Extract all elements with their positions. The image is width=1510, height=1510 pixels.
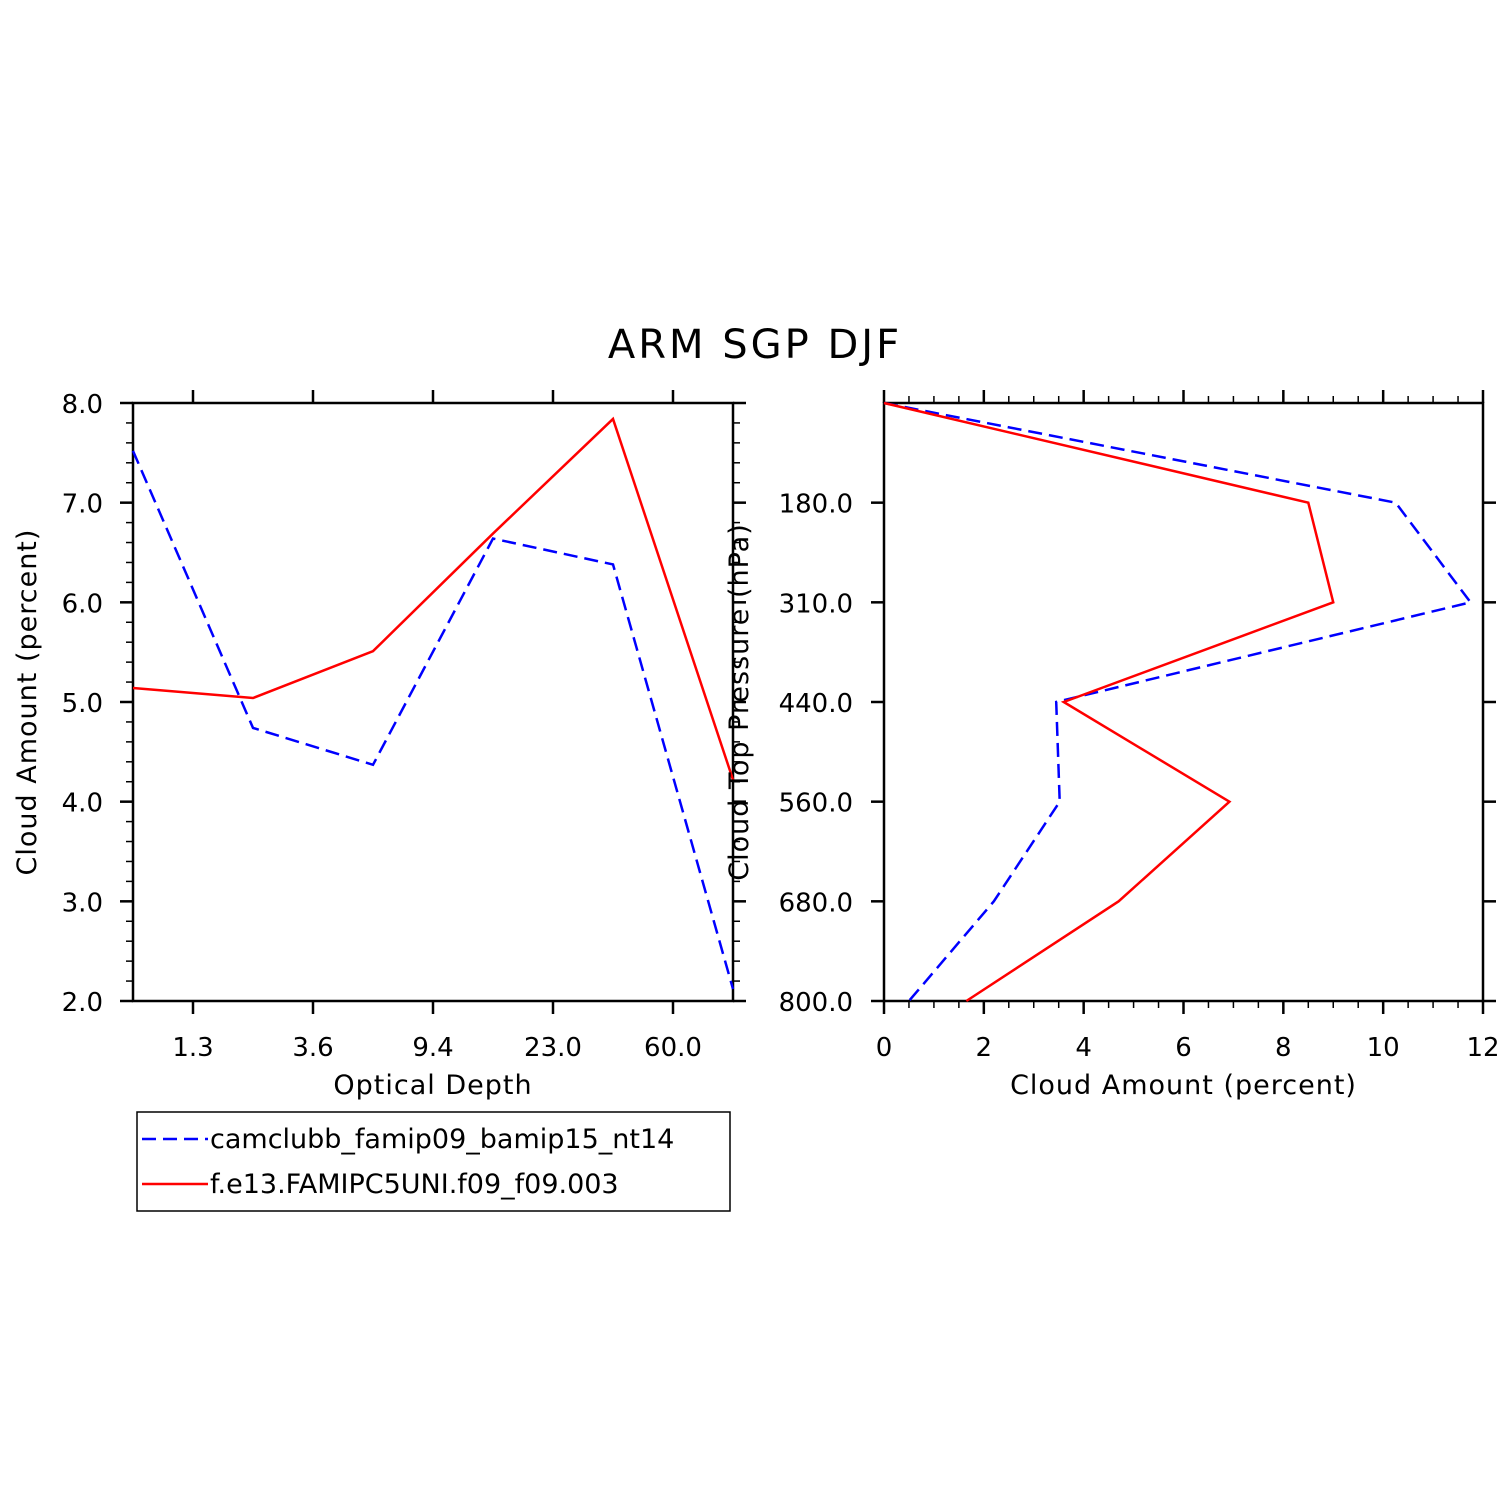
legend: camclubb_famip09_bamip15_nt14 f.e13.FAMI… xyxy=(136,1111,731,1212)
left-x-axis-label: Optical Depth xyxy=(333,1070,532,1101)
left-y-tick-label: 8.0 xyxy=(62,390,103,420)
left-series-line-1 xyxy=(131,450,735,990)
right-y-tick-label: 180.0 xyxy=(779,490,853,520)
right-series-line-1 xyxy=(883,401,1473,1002)
left-x-tick-label: 60.0 xyxy=(644,1033,702,1063)
right-y-tick-label: 560.0 xyxy=(779,789,853,819)
right-plot-frame xyxy=(882,401,1485,1003)
right-x-tick-label: 4 xyxy=(1075,1033,1092,1063)
left-panel: 2.0 3.0 4.0 5.0 6.0 7.0 8.0 1.3 3.6 9.4 23.0 60.0 Op… xyxy=(12,390,746,1101)
right-x-tick-label: 6 xyxy=(1175,1033,1192,1063)
left-x-tick-label: 23.0 xyxy=(524,1033,582,1063)
right-panel: 0 2 4 6 8 10 12 180.0 310.0 440.0 560.0 680.0 800.0 C… xyxy=(724,390,1500,1101)
left-y-tick-label: 3.0 xyxy=(62,888,103,918)
legend-label-series-1: camclubb_famip09_bamip15_nt14 xyxy=(210,1124,674,1155)
left-y-tick-label: 6.0 xyxy=(62,589,103,619)
right-y-tick-label: 800.0 xyxy=(779,988,853,1018)
chart-title: ARM SGP DJF xyxy=(608,322,902,368)
right-y-axis-label: Cloud Top Pressure (hPa) xyxy=(724,523,755,881)
left-plot-frame xyxy=(131,401,735,1003)
right-y-tick-label: 310.0 xyxy=(779,589,853,619)
right-x-tick-label: 8 xyxy=(1275,1033,1292,1063)
left-y-tick-label: 4.0 xyxy=(62,789,103,819)
right-x-tick-label: 0 xyxy=(876,1033,893,1063)
right-x-axis-label: Cloud Amount (percent) xyxy=(1010,1070,1357,1101)
left-x-tick-label: 1.3 xyxy=(172,1033,213,1063)
right-series-line-2 xyxy=(883,401,1335,1003)
right-x-tick-label: 2 xyxy=(976,1033,993,1063)
right-y-tick-label: 680.0 xyxy=(779,888,853,918)
left-y-tick-label: 5.0 xyxy=(62,689,103,719)
left-y-tick-label: 2.0 xyxy=(62,988,103,1018)
legend-label-series-2: f.e13.FAMIPC5UNI.f09_f09.003 xyxy=(210,1169,619,1200)
left-series-line-2 xyxy=(132,416,735,781)
right-y-tick-label: 440.0 xyxy=(779,689,853,719)
left-y-axis-label: Cloud Amount (percent) xyxy=(12,529,43,876)
right-x-tick-label: 12 xyxy=(1466,1033,1499,1063)
right-x-tick-label: 10 xyxy=(1367,1033,1400,1063)
legend-frame xyxy=(136,1111,731,1212)
left-y-tick-label: 7.0 xyxy=(62,490,103,520)
left-x-tick-label: 3.6 xyxy=(292,1033,333,1063)
left-x-tick-label: 9.4 xyxy=(412,1033,453,1063)
